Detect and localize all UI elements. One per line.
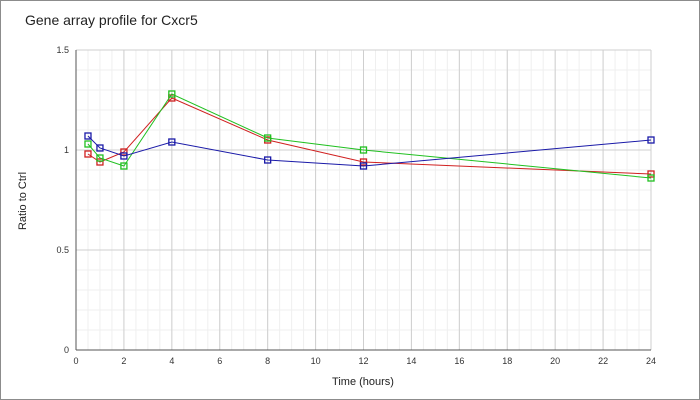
data-point-marker: [359, 162, 368, 170]
x-tick-label: 16: [454, 356, 464, 366]
series-line: [87, 97, 652, 175]
data-point-marker: [120, 148, 128, 156]
chart-title: Gene array profile for Cxcr5: [25, 12, 198, 28]
series-3: [84, 132, 655, 170]
data-point-marker: [264, 156, 272, 164]
data-point-marker: [359, 146, 368, 154]
x-tick-label: 20: [550, 356, 560, 366]
data-point-marker: [647, 170, 655, 178]
data-point-marker: [120, 152, 128, 160]
data-point-marker: [168, 138, 176, 146]
x-tick-label: 6: [217, 356, 222, 366]
x-tick-label: 10: [311, 356, 321, 366]
y-tick-label: 1: [64, 145, 69, 155]
y-tick-label: 0: [64, 345, 69, 355]
data-point-marker: [96, 158, 104, 166]
series-line: [87, 135, 652, 167]
y-axis-label: Ratio to Ctrl: [17, 172, 29, 230]
axes: [75, 50, 651, 351]
data-point-marker: [647, 136, 655, 144]
x-axis-label: Time (hours): [332, 376, 394, 388]
y-tick-label: 1.5: [56, 45, 69, 55]
data-point-marker: [96, 154, 104, 162]
x-tick-label: 12: [358, 356, 368, 366]
x-tick-label: 24: [646, 356, 656, 366]
data-point-marker: [647, 174, 655, 182]
x-tick-label: 18: [502, 356, 512, 366]
x-tick-label: 14: [406, 356, 416, 366]
y-tick-label: 0.5: [56, 245, 69, 255]
data-point-marker: [96, 144, 104, 152]
x-tick-label: 8: [265, 356, 270, 366]
data-point-marker: [120, 162, 128, 170]
x-tick-label: 4: [169, 356, 174, 366]
data-point-marker: [359, 158, 368, 166]
x-tick-label: 22: [598, 356, 608, 366]
data-point-marker: [84, 150, 92, 158]
data-point-marker: [84, 140, 92, 148]
series-2: [84, 90, 655, 182]
data-point-marker: [168, 90, 176, 98]
x-tick-label: 2: [121, 356, 126, 366]
data-point-marker: [84, 132, 92, 140]
series-line: [87, 93, 652, 179]
series-1: [84, 94, 655, 178]
x-tick-label: 0: [73, 356, 78, 366]
data-point-marker: [264, 134, 272, 142]
series-layer: [84, 90, 655, 182]
